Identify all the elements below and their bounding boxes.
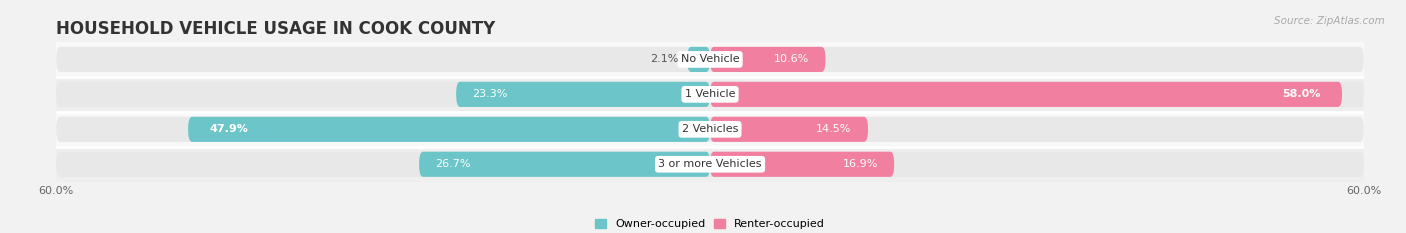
FancyBboxPatch shape (710, 82, 1343, 107)
Bar (56, 147, 1364, 182)
Text: 14.5%: 14.5% (817, 124, 852, 134)
FancyBboxPatch shape (56, 47, 1364, 72)
Text: 58.0%: 58.0% (1282, 89, 1320, 99)
Text: 2.1%: 2.1% (650, 55, 679, 64)
Text: HOUSEHOLD VEHICLE USAGE IN COOK COUNTY: HOUSEHOLD VEHICLE USAGE IN COOK COUNTY (56, 20, 495, 38)
FancyBboxPatch shape (710, 47, 825, 72)
FancyBboxPatch shape (456, 82, 710, 107)
Text: 2 Vehicles: 2 Vehicles (682, 124, 738, 134)
FancyBboxPatch shape (188, 117, 710, 142)
Text: 23.3%: 23.3% (472, 89, 508, 99)
Text: 3 or more Vehicles: 3 or more Vehicles (658, 159, 762, 169)
FancyBboxPatch shape (419, 152, 710, 177)
Text: No Vehicle: No Vehicle (681, 55, 740, 64)
Text: Source: ZipAtlas.com: Source: ZipAtlas.com (1274, 16, 1385, 26)
Bar (56, 77, 1364, 112)
Text: 16.9%: 16.9% (842, 159, 877, 169)
Legend: Owner-occupied, Renter-occupied: Owner-occupied, Renter-occupied (595, 219, 825, 229)
Text: 10.6%: 10.6% (773, 55, 810, 64)
Bar (56, 42, 1364, 77)
Text: 1 Vehicle: 1 Vehicle (685, 89, 735, 99)
FancyBboxPatch shape (710, 117, 868, 142)
FancyBboxPatch shape (56, 117, 1364, 142)
Text: 26.7%: 26.7% (436, 159, 471, 169)
FancyBboxPatch shape (710, 152, 894, 177)
FancyBboxPatch shape (688, 47, 710, 72)
Text: 47.9%: 47.9% (209, 124, 249, 134)
FancyBboxPatch shape (56, 152, 1364, 177)
FancyBboxPatch shape (56, 82, 1364, 107)
Bar (56, 112, 1364, 147)
